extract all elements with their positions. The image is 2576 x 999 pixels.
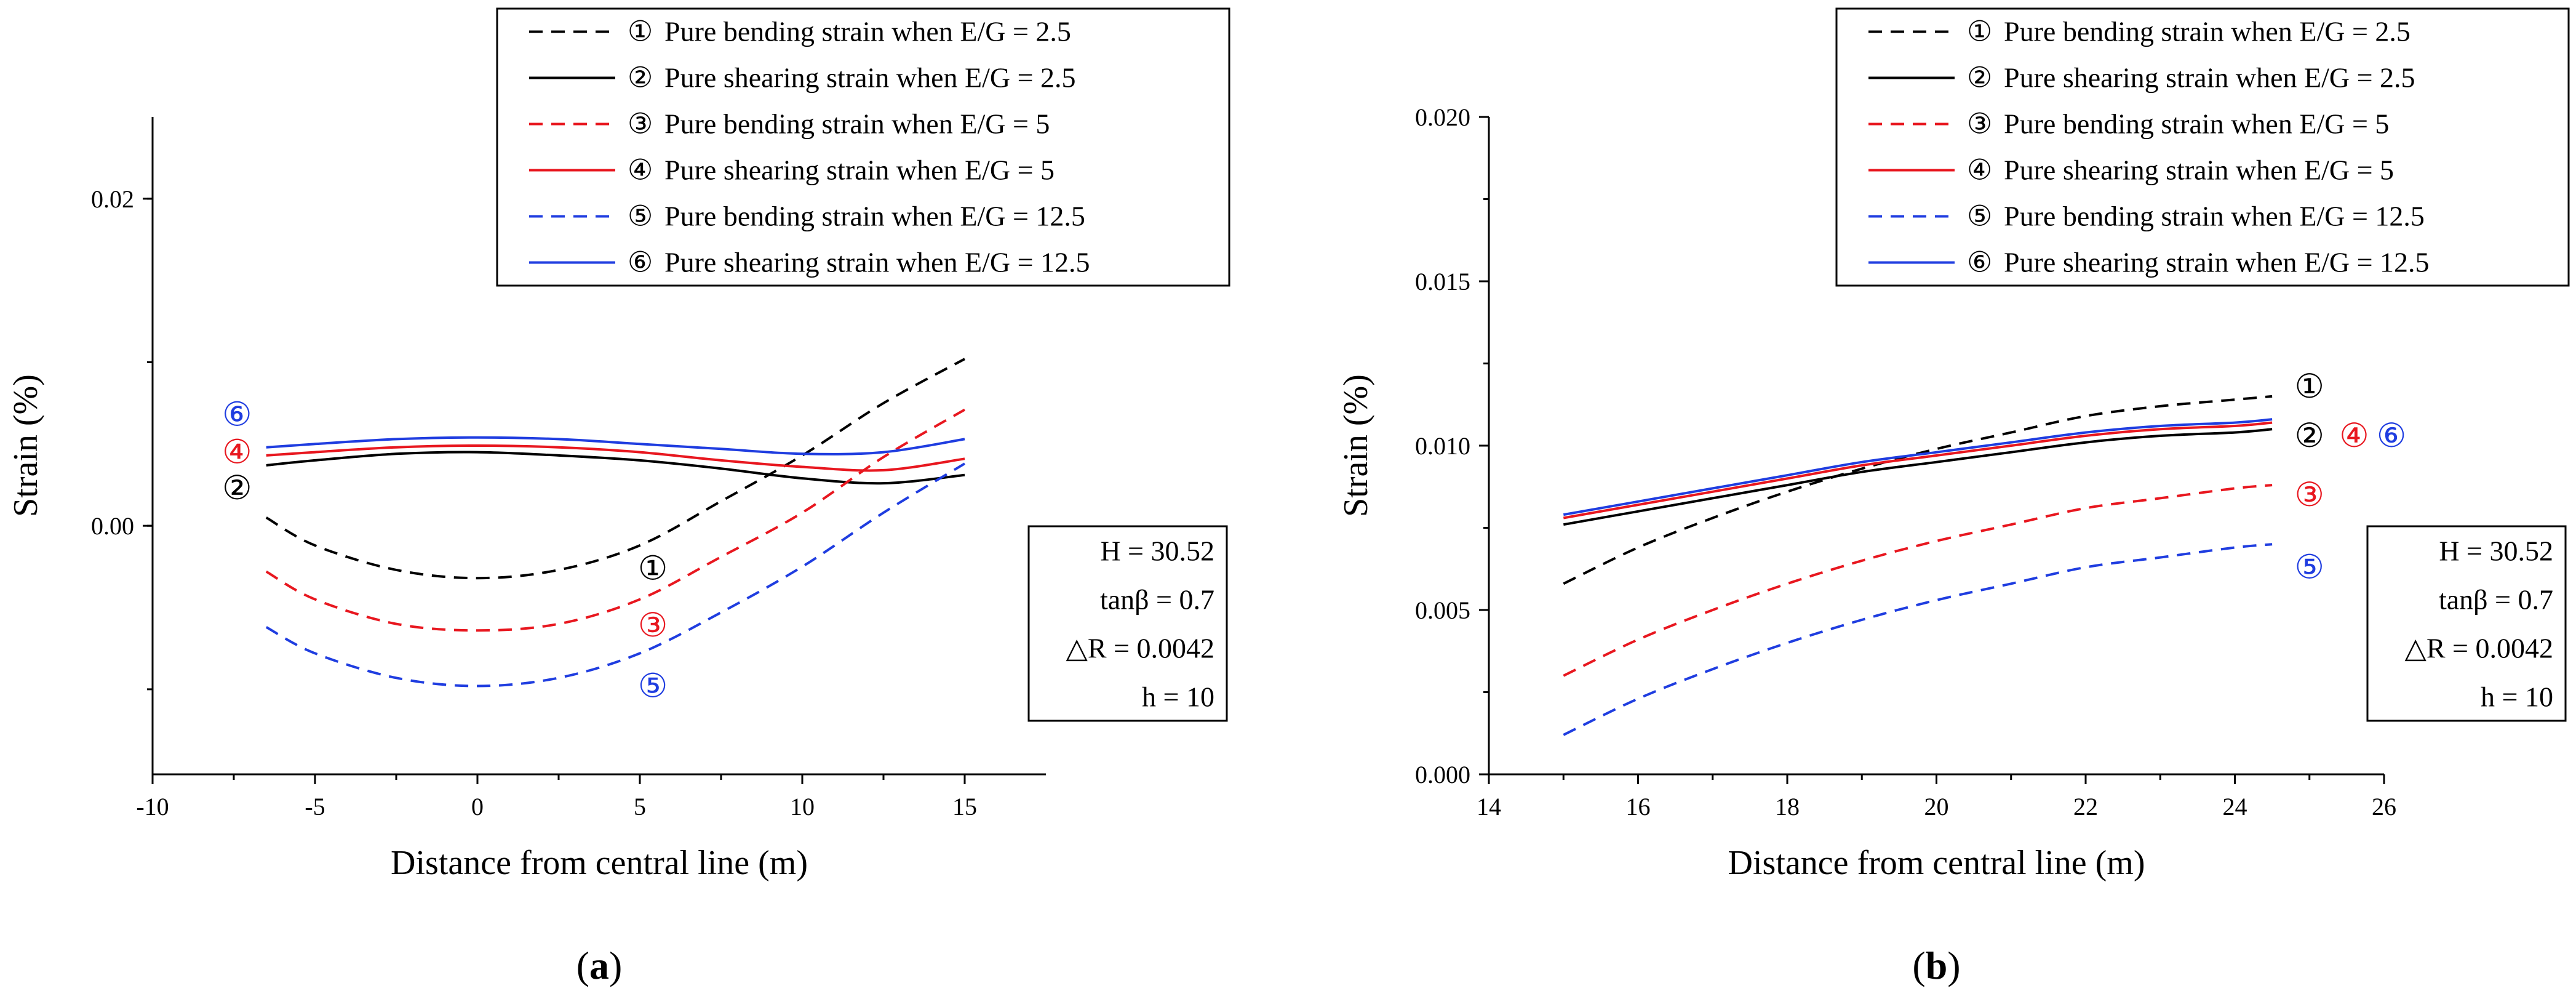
x-tick-label: 0 [471, 793, 484, 820]
legend-marker: ⑤ [628, 201, 653, 232]
series-line-4 [1563, 421, 2273, 520]
x-tick-label: -10 [136, 793, 169, 820]
legend-label: Pure shearing strain when E/G = 12.5 [664, 247, 1090, 278]
curve-annotation: ⑥ [222, 396, 252, 433]
series-line-4 [266, 444, 965, 472]
legend-label: Pure shearing strain when E/G = 2.5 [664, 62, 1076, 94]
legend-label: Pure bending strain when E/G = 12.5 [2004, 201, 2425, 232]
panel-caption-letter: b [1926, 944, 1948, 987]
legend-marker: ② [628, 62, 653, 94]
curve-annotation: ⑥ [2377, 417, 2406, 454]
parameter-box: H = 30.52 tanβ = 0.7 △R = 0.0042 h = 10 [1027, 525, 1228, 722]
x-tick-label: 24 [2223, 793, 2247, 820]
series-line-1 [1563, 395, 2273, 585]
parameter-frame [2366, 525, 2567, 722]
curve-annotation: ③ [638, 607, 668, 644]
series-line-6 [266, 436, 965, 455]
legend-label: Pure bending strain when E/G = 5 [2004, 108, 2389, 140]
curve-annotation: ① [2295, 368, 2324, 405]
curve-annotation: ④ [222, 434, 252, 471]
y-tick-label: 0.02 [91, 185, 134, 213]
y-axis-label: Strain (%) [1337, 374, 1375, 517]
parameter-line: h = 10 [2481, 681, 2553, 713]
legend-label: Pure shearing strain when E/G = 5 [664, 154, 1055, 186]
series-line-3 [265, 408, 966, 632]
x-axis-label: Distance from central line (m) [1728, 844, 2145, 882]
legend-label: Pure bending strain when E/G = 2.5 [2004, 16, 2411, 47]
x-tick-label: 20 [1924, 793, 1949, 820]
series-line-2 [266, 451, 965, 485]
legend-frame [1835, 7, 2570, 287]
panel-caption-letter: a [589, 944, 609, 987]
x-tick-label: -5 [305, 793, 325, 820]
panel-b: 14 16 18 20 22 24 26 0.000 0.005 0.010 0.015 0.020 D… [1337, 7, 2570, 987]
y-tick-label: 0.00 [91, 512, 134, 540]
legend-label: Pure bending strain when E/G = 12.5 [664, 201, 1085, 232]
legend-label: Pure shearing strain when E/G = 12.5 [2004, 247, 2430, 278]
legend-marker: ⑥ [1967, 247, 1992, 278]
legend-label: Pure shearing strain when E/G = 2.5 [2004, 62, 2415, 94]
legend-marker: ④ [628, 154, 653, 186]
legend-marker: ① [628, 16, 653, 47]
parameter-line: tanβ = 0.7 [2439, 584, 2553, 616]
curve-annotation: ⑤ [2295, 549, 2324, 586]
legend-marker: ② [1967, 62, 1992, 94]
parameter-line: △R = 0.0042 [1066, 633, 1215, 664]
x-axis-label: Distance from central line (m) [391, 844, 808, 882]
y-tick-label: 0.020 [1415, 103, 1470, 131]
legend-label: Pure bending strain when E/G = 5 [664, 108, 1050, 140]
series-line-3 [1563, 484, 2273, 677]
curve-annotation: ④ [2339, 417, 2369, 454]
curve-annotation: ① [638, 550, 668, 587]
legend-marker: ③ [1967, 108, 1992, 140]
legend: ① Pure bending strain when E/G = 2.5 ② Pure… [1835, 7, 2570, 287]
curve-annotation: ③ [2295, 476, 2324, 513]
legend-marker: ⑤ [1967, 201, 1992, 232]
legend-marker: ③ [628, 108, 653, 140]
parameter-line: h = 10 [1142, 681, 1214, 713]
legend-marker: ④ [1967, 154, 1992, 186]
curve-annotation: ② [2295, 417, 2324, 454]
legend-label: Pure shearing strain when E/G = 5 [2004, 154, 2394, 186]
parameter-box: H = 30.52 tanβ = 0.7 △R = 0.0042 h = 10 [2366, 525, 2567, 722]
y-tick-label: 0.010 [1415, 432, 1470, 460]
curve-annotation: ② [222, 470, 252, 507]
x-tick-label: 16 [1626, 793, 1651, 820]
parameter-line: H = 30.52 [2439, 536, 2553, 567]
x-tick-label: 18 [1775, 793, 1800, 820]
legend: ① Pure bending strain when E/G = 2.5 ② Pure… [496, 7, 1230, 287]
series-line-5 [265, 462, 966, 688]
x-tick-label: 26 [2372, 793, 2396, 820]
parameter-frame [1027, 525, 1228, 722]
parameter-line: △R = 0.0042 [2405, 633, 2554, 664]
legend-frame [496, 7, 1230, 287]
series-line-5 [1563, 543, 2273, 736]
panel-a: -10 -5 0 5 10 15 0.00 0.02 Distance from central… [7, 7, 1230, 987]
panel-caption: (b) [1912, 944, 1960, 987]
y-tick-label: 0.000 [1415, 761, 1470, 788]
parameter-line: tanβ = 0.7 [1100, 584, 1214, 616]
y-axis-label: Strain (%) [7, 374, 45, 517]
x-tick-label: 14 [1477, 793, 1501, 820]
legend-marker: ⑥ [628, 247, 653, 278]
series-line-1 [265, 358, 965, 580]
y-tick-label: 0.015 [1415, 268, 1470, 295]
curve-annotation: ⑤ [638, 668, 668, 705]
parameter-line: H = 30.52 [1100, 536, 1214, 567]
series-line-2 [1563, 428, 2273, 526]
y-tick-label: 0.005 [1415, 596, 1470, 624]
panel-caption: (a) [576, 944, 623, 987]
x-tick-label: 15 [952, 793, 977, 820]
legend-label: Pure bending strain when E/G = 2.5 [664, 16, 1071, 47]
series-line-6 [1563, 418, 2273, 516]
legend-marker: ① [1967, 16, 1992, 47]
x-tick-label: 22 [2073, 793, 2098, 820]
x-tick-label: 10 [790, 793, 815, 820]
x-tick-label: 5 [634, 793, 646, 820]
